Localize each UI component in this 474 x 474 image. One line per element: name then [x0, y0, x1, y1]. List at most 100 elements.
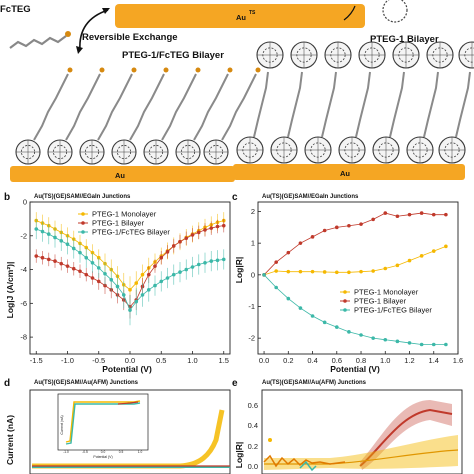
- legend-entry: PTEG-1/FcTEG Bilayer: [92, 228, 170, 237]
- data-point: [134, 281, 139, 285]
- legend-entry: PTEG-1 Bilayer: [92, 219, 145, 228]
- drop-arrow: [343, 5, 356, 21]
- panel-d-ylabel: Current (nA): [5, 415, 15, 465]
- left-fullerene-0: [15, 139, 41, 165]
- data-point: [322, 228, 327, 233]
- data-point: [59, 239, 64, 243]
- data-point: [184, 267, 189, 272]
- data-point: [196, 262, 201, 267]
- inset-xtick-2: 0.0: [101, 450, 106, 454]
- data-point: [96, 279, 101, 284]
- data-point: [322, 320, 327, 325]
- data-point: [274, 269, 278, 273]
- data-point: [286, 250, 291, 255]
- panel-c-ylabel: Log|R|: [234, 257, 244, 283]
- data-point: [274, 260, 278, 264]
- data-point: [46, 232, 51, 236]
- arrowhead-top: [102, 8, 110, 14]
- falling-fullerene: [382, 0, 408, 23]
- panel-c-xlabel: Potential (V): [330, 364, 380, 374]
- right-bottom-fullerene-0: [236, 136, 264, 164]
- left-fc-0: [67, 67, 73, 73]
- y-tick-label: -2: [20, 231, 27, 240]
- data-point: [146, 288, 151, 292]
- data-point: [395, 263, 400, 268]
- x-tick-label: 0.0: [125, 356, 135, 365]
- right-top-fullerene-6: [458, 41, 474, 69]
- x-tick-label: 1.0: [380, 356, 390, 365]
- x-tick-label: 1.4: [429, 356, 439, 365]
- data-point: [215, 258, 220, 263]
- legend-marker: [81, 221, 85, 225]
- data-point: [46, 257, 51, 262]
- data-point: [103, 271, 107, 276]
- panel-e-line-teal: [299, 460, 317, 472]
- x-tick-label: 0.8: [356, 356, 366, 365]
- data-point: [359, 333, 363, 337]
- right-chain-5: [423, 71, 439, 138]
- data-point: [419, 211, 424, 215]
- series-3: [34, 218, 226, 326]
- data-point: [84, 255, 89, 260]
- panel-e-letter: e: [232, 378, 238, 389]
- data-point: [53, 235, 57, 240]
- right-bottom-fullerene-3: [338, 136, 366, 164]
- right-bottom-fullerene-1: [270, 136, 298, 164]
- right-top-fullerene-3: [358, 41, 386, 69]
- data-point: [65, 242, 70, 247]
- left-chain-4: [161, 73, 197, 141]
- panel-e-frame: [261, 389, 463, 474]
- right-substrate: [233, 164, 465, 180]
- x-tick-label: 0.4: [307, 356, 317, 365]
- arrowhead-bottom: [76, 46, 83, 54]
- data-point: [190, 233, 195, 237]
- legend-marker: [81, 230, 85, 234]
- left-fc-4: [195, 67, 201, 73]
- right-chain-2: [321, 71, 337, 138]
- right-top-fullerene-0: [256, 41, 284, 69]
- panel-e-line-red: [359, 408, 453, 467]
- bilayer-fc-label: PTEG-1/FcTEG Bilayer: [122, 50, 224, 61]
- data-point: [298, 241, 303, 245]
- exchange-arrow: [79, 9, 109, 51]
- data-point: [298, 306, 303, 310]
- data-point: [65, 264, 70, 268]
- data-point: [59, 261, 64, 266]
- left-fullerene-5: [175, 139, 201, 165]
- data-point: [153, 283, 157, 288]
- left-fc-6: [255, 67, 261, 73]
- data-point: [103, 283, 107, 288]
- panel-e-band-yellow: [264, 435, 458, 470]
- left-fullerene-2: [79, 139, 105, 165]
- data-point: [90, 276, 95, 280]
- data-point: [209, 226, 214, 230]
- series-1: [262, 244, 448, 277]
- data-point: [310, 269, 315, 274]
- right-top-fullerene-1: [290, 41, 318, 69]
- data-point: [395, 214, 400, 219]
- data-point: [140, 272, 145, 277]
- left-chain-0: [33, 73, 69, 141]
- data-point: [444, 342, 448, 347]
- panel-c: c Au(TS)(GE)SAM//EGaIn Junctions Log|R| …: [232, 192, 463, 374]
- data-point: [53, 259, 57, 263]
- data-point: [383, 266, 388, 271]
- data-point: [121, 293, 126, 297]
- left-chain-3: [129, 73, 165, 141]
- data-point: [334, 325, 339, 329]
- legend-entry: PTEG-1 Monolayer: [92, 210, 157, 219]
- right-bottom-fullerene-5: [406, 136, 434, 164]
- fcteg-iron: [65, 31, 71, 37]
- data-point: [407, 341, 412, 345]
- left-fc-3: [163, 67, 169, 73]
- data-point: [371, 336, 375, 340]
- data-point: [221, 223, 226, 228]
- panel-b-ylabel: Log|J (A/cm²)|: [5, 262, 15, 319]
- inset-ylabel: Current (nA): [60, 415, 64, 434]
- data-point: [153, 264, 157, 268]
- data-point: [159, 255, 164, 260]
- plot-c: 0.0 0.2 0.4 0.6 0.8 1.0 1.2 1.4 1.6 2 1 0 -1 -2 PTEG-1…: [248, 201, 463, 365]
- left-substrate-label: Au: [115, 171, 125, 180]
- data-point: [40, 255, 45, 260]
